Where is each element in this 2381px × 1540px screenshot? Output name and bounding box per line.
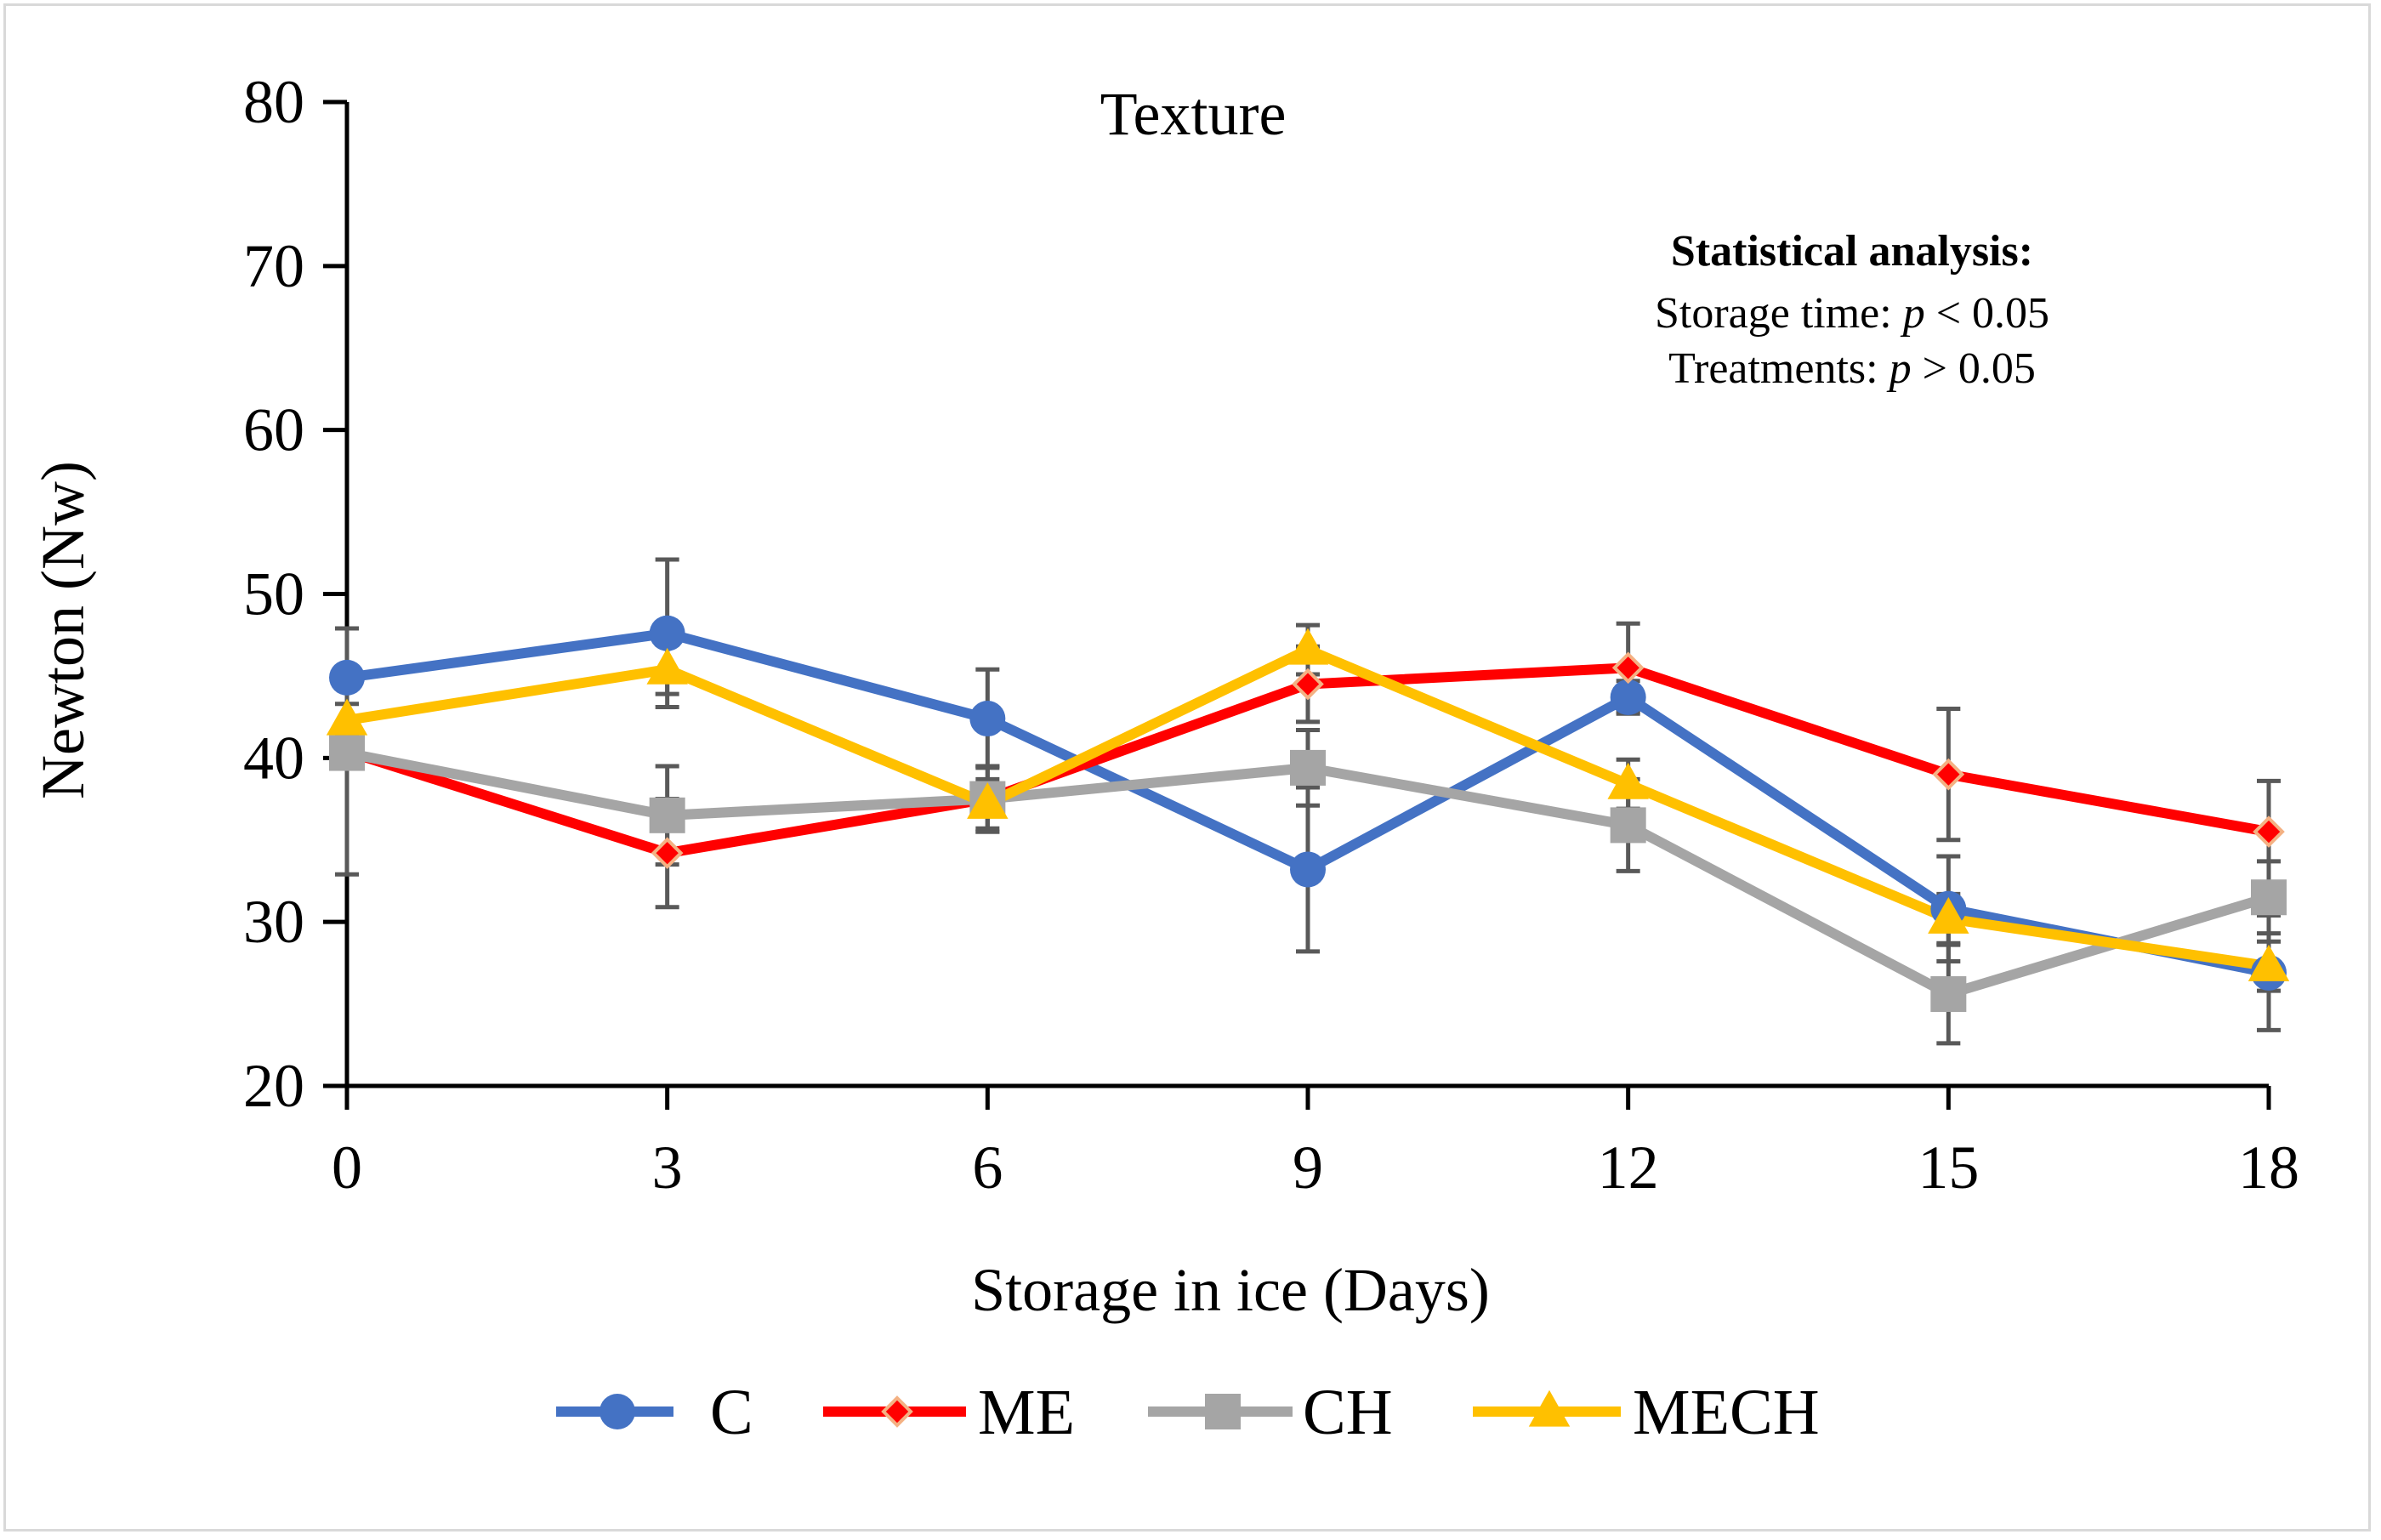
legend-marker: [600, 1394, 635, 1429]
data-point-ch: [2251, 879, 2287, 916]
legend: C ME CH MECH: [556, 1377, 1820, 1448]
legend-item-c: C: [556, 1377, 753, 1448]
data-point-ch: [649, 797, 685, 833]
legend-label: ME: [978, 1377, 1075, 1448]
data-point-c: [969, 701, 1006, 737]
data-point-c: [329, 659, 365, 696]
data-point-mech: [646, 647, 688, 685]
x-tick-label: 12: [1598, 1134, 1659, 1202]
legend-item-ch: CH: [1148, 1377, 1393, 1448]
x-tick-label: 15: [1918, 1134, 1979, 1202]
legend-item-mech: MECH: [1473, 1377, 1820, 1448]
legend-label: MECH: [1633, 1377, 1820, 1448]
y-tick-label: 30: [243, 888, 304, 956]
data-point-mech: [326, 698, 368, 736]
x-tick-label: 3: [652, 1134, 683, 1202]
annotation-treatments: Treatments: p > 0.05: [1668, 344, 2036, 393]
y-tick-label: 60: [243, 396, 304, 464]
annotation-storage-time: Storage time: p < 0.05: [1655, 289, 2049, 338]
x-tick-label: 0: [332, 1134, 362, 1202]
data-point-me: [1932, 758, 1965, 791]
data-point-mech: [1607, 762, 1649, 799]
data-point-ch: [1290, 749, 1326, 786]
legend-marker: [881, 1395, 913, 1428]
legend-item-me: ME: [823, 1377, 1075, 1448]
data-point-c: [649, 615, 685, 651]
data-point-mech: [1287, 628, 1329, 665]
data-point-me: [1611, 651, 1645, 685]
data-point-me: [1292, 668, 1324, 701]
data-point-ch: [1930, 976, 1967, 1013]
y-tick-label: 50: [243, 560, 304, 628]
x-axis-label: Storage in ice (Days): [971, 1256, 1490, 1324]
x-tick-label: 6: [972, 1134, 1003, 1202]
y-tick-label: 20: [243, 1052, 304, 1120]
data-point-ch: [329, 735, 365, 771]
legend-marker: [1528, 1389, 1571, 1427]
data-point-c: [1610, 679, 1646, 715]
axes: 20 30 40 50 60 70 80 0 3 6 9 12 15 18: [243, 68, 2299, 1202]
series-markers: [326, 615, 2290, 1013]
y-tick-label: 40: [243, 724, 304, 792]
y-tick-label: 70: [243, 232, 304, 300]
data-point-me: [651, 837, 684, 870]
chart-title: Texture: [1100, 80, 1287, 148]
legend-label: CH: [1303, 1377, 1393, 1448]
data-point-ch: [1610, 807, 1646, 844]
data-point-mech: [967, 782, 1009, 819]
data-point-c: [1290, 851, 1326, 888]
legend-label: C: [710, 1377, 753, 1448]
statistical-annotation: Statistical analysis: Storage time: p < …: [1655, 227, 2049, 393]
x-tick-label: 18: [2238, 1134, 2299, 1202]
y-axis-label: Newton (Nw): [29, 461, 97, 799]
x-tick-label: 9: [1293, 1134, 1323, 1202]
y-tick-label: 80: [243, 68, 304, 136]
annotation-heading: Statistical analysis:: [1671, 227, 2033, 276]
legend-marker: [1205, 1394, 1241, 1429]
data-point-me: [2253, 815, 2285, 848]
data-point-mech: [2247, 944, 2290, 981]
data-point-mech: [1928, 897, 1969, 934]
